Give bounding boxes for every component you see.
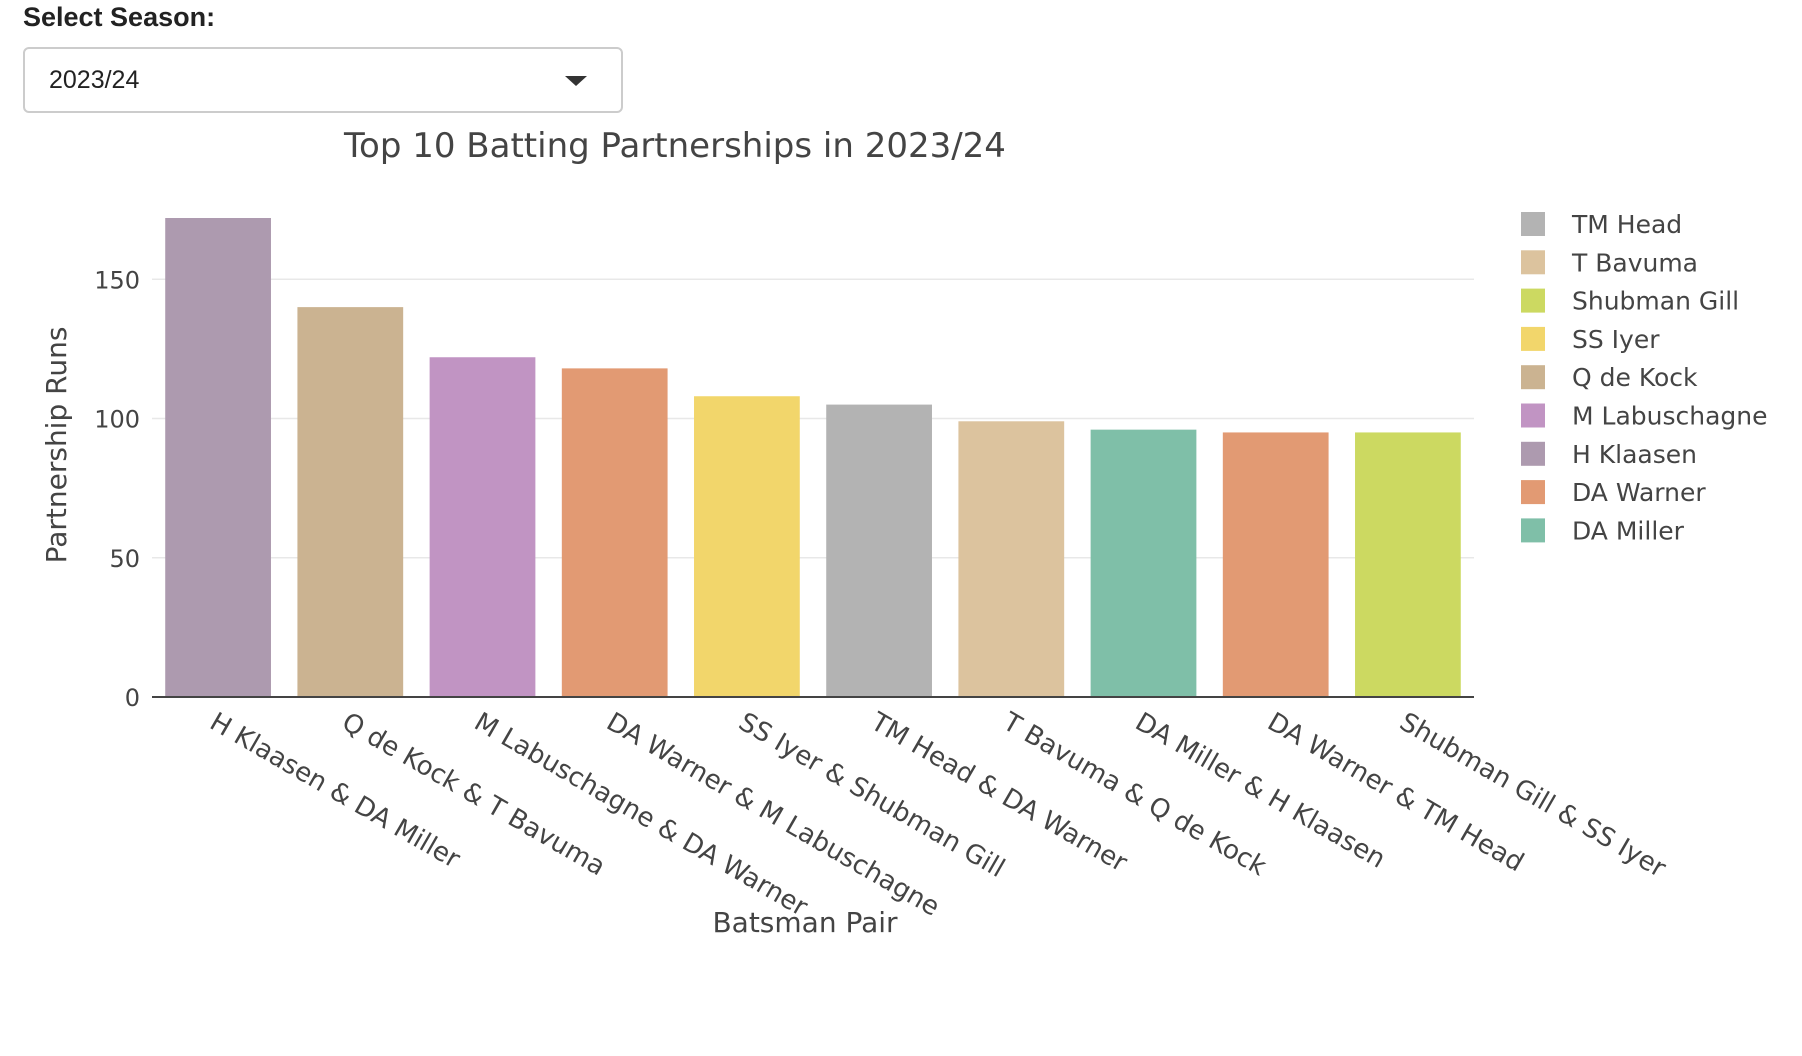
y-tick-label: 100 <box>94 406 140 434</box>
legend-item-label[interactable]: H Klaasen <box>1572 440 1697 469</box>
y-axis-title: Partnership Runs <box>40 327 73 564</box>
x-axis-title: Batsman Pair <box>712 906 898 939</box>
legend-swatch[interactable] <box>1521 480 1545 505</box>
y-tick-label: 50 <box>109 545 140 573</box>
legend-swatch[interactable] <box>1521 365 1545 390</box>
bar[interactable] <box>694 396 800 697</box>
legend: TM Head T Bavuma Shubman Gill SS Iyer Q de K… <box>1521 210 1768 545</box>
legend-item-label[interactable]: T Bavuma <box>1571 248 1698 277</box>
legend-swatch[interactable] <box>1521 326 1545 351</box>
y-tick-label: 150 <box>94 266 140 294</box>
legend-item-label[interactable]: SS Iyer <box>1572 325 1660 354</box>
bar[interactable] <box>1355 432 1461 697</box>
legend-swatch[interactable] <box>1521 212 1545 236</box>
bar[interactable] <box>561 368 668 697</box>
x-tick-label: H Klaasen & DA Miller <box>205 707 466 875</box>
bar[interactable] <box>1090 429 1197 697</box>
bars <box>165 218 1461 697</box>
season-select[interactable]: 2023/24 <box>23 47 623 113</box>
legend-swatch[interactable] <box>1521 288 1545 313</box>
legend-swatch[interactable] <box>1521 403 1545 428</box>
legend-swatch[interactable] <box>1521 250 1545 275</box>
bar[interactable] <box>958 421 1065 697</box>
legend-item-label[interactable]: Shubman Gill <box>1572 287 1739 316</box>
bar[interactable] <box>297 307 404 697</box>
bar[interactable] <box>1222 432 1329 697</box>
bar[interactable] <box>826 404 932 697</box>
legend-item-label[interactable]: Q de Kock <box>1572 363 1698 392</box>
x-tick-label: Shubman Gill & SS Iyer <box>1394 707 1670 884</box>
bar[interactable] <box>165 218 271 697</box>
legend-swatch[interactable] <box>1521 441 1545 466</box>
legend-item-label[interactable]: DA Warner <box>1572 478 1706 507</box>
legend-item-label[interactable]: TM Head <box>1571 210 1682 239</box>
legend-swatch[interactable] <box>1521 518 1545 543</box>
legend-item-label[interactable]: DA Miller <box>1572 516 1685 545</box>
bar[interactable] <box>429 357 536 697</box>
season-selector-label: Select Season: <box>23 2 216 32</box>
legend-item-label[interactable]: M Labuschagne <box>1572 402 1768 431</box>
chart-title: Top 10 Batting Partnerships in 2023/24 <box>343 126 1006 166</box>
dropdown-arrow-icon[interactable] <box>565 76 587 86</box>
y-tick-label: 0 <box>125 684 140 712</box>
season-select-value: 2023/24 <box>49 65 140 94</box>
